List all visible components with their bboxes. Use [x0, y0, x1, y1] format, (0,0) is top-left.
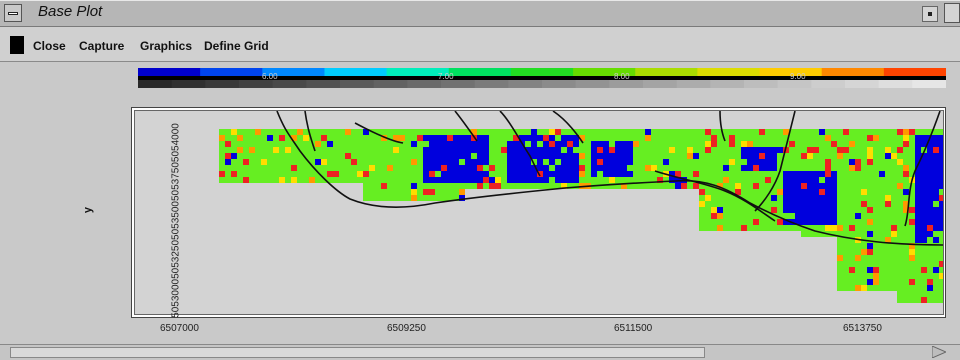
colorbar-gray-segment [609, 80, 644, 88]
colorbar-segment [759, 68, 823, 76]
colorbar-gray-segment [744, 80, 779, 88]
colorbar-gray-segment [643, 80, 678, 88]
x-tick: 6507000 [160, 323, 199, 334]
y-axis-label: y [82, 206, 95, 214]
minimize-button[interactable] [922, 6, 938, 22]
colorbar: 6.00 7.00 8.00 9.00 [138, 68, 946, 88]
y-axis-ticks: 50530005053250505350050537505054000 [171, 111, 182, 331]
colorbar-gray-segment [878, 80, 914, 88]
colorbar-gray-segment [811, 80, 846, 88]
menu-define-grid[interactable]: Define Grid [204, 39, 269, 53]
contour-lines [276, 110, 944, 246]
x-tick: 6511500 [614, 323, 653, 334]
menu-graphics[interactable]: Graphics [140, 39, 193, 53]
colorbar-gray-segment [306, 80, 341, 88]
colorbar-gray-segment [171, 80, 207, 88]
map-cells [219, 129, 945, 303]
colorbar-gray-segment [542, 80, 577, 88]
colorbar-tick-7: 7.00 [438, 72, 454, 81]
colorbar-tick-9: 9.00 [790, 72, 806, 81]
colorbar-gray-segment [373, 80, 409, 88]
map-svg [219, 110, 945, 303]
colorbar-segment [573, 68, 637, 76]
colorbar-gray-segment [777, 80, 813, 88]
colorbar-gray-segment [340, 80, 375, 88]
colorbar-gray-segment [676, 80, 712, 88]
colorbar-segment [200, 68, 264, 76]
x-tick: 6509250 [387, 323, 426, 334]
colorbar-gray-segment [508, 80, 543, 88]
window-menu-button[interactable] [4, 4, 22, 22]
window-title: Base Plot [38, 3, 103, 20]
y-tick: 5053250 [170, 239, 182, 279]
colorbar-segment [635, 68, 699, 76]
colorbar-segment [821, 68, 885, 76]
scrollbar-thumb[interactable] [10, 347, 705, 358]
colorbar-gray-segment [710, 80, 745, 88]
plot-canvas[interactable] [134, 110, 945, 315]
colorbar-gray-segment [441, 80, 476, 88]
horizontal-scrollbar[interactable] [0, 344, 960, 360]
menu-bar: Close Capture Graphics Define Grid [0, 27, 960, 62]
colorbar-gray-segment [474, 80, 510, 88]
y-tick: 5053000 [170, 278, 182, 318]
colorbar-segment [138, 68, 202, 76]
colorbar-gray-segment [138, 80, 173, 88]
menu-capture[interactable]: Capture [79, 39, 125, 53]
colorbar-gray-segment [912, 80, 946, 88]
colorbar-tick-8: 8.00 [614, 72, 630, 81]
colorbar-segment [883, 68, 946, 76]
menu-close[interactable]: Close [33, 39, 66, 53]
scroll-right-icon[interactable] [932, 346, 946, 358]
colorbar-gray-segment [239, 80, 274, 88]
maximize-button[interactable] [944, 3, 960, 23]
colorbar-segment [448, 68, 512, 76]
colorbar-segment [510, 68, 575, 76]
colorbar-gray-segment [845, 80, 880, 88]
colorbar-gray-segment [272, 80, 308, 88]
colorbar-segment [262, 68, 326, 76]
y-tick: 5053750 [170, 162, 182, 202]
colorbar-gray-segment [407, 80, 442, 88]
title-bar: Base Plot [0, 0, 960, 27]
colorbar-segment [697, 68, 761, 76]
colorbar-segment [386, 68, 450, 76]
menu-color-block [10, 36, 24, 54]
x-tick: 6513750 [843, 323, 882, 334]
colorbar-tick-6: 6.00 [262, 72, 278, 81]
colorbar-gray-segment [205, 80, 240, 88]
colorbar-segment [324, 68, 388, 76]
colorbar-gray-segment [575, 80, 611, 88]
y-tick: 5053500 [170, 201, 182, 240]
y-tick: 5054000 [170, 123, 182, 163]
